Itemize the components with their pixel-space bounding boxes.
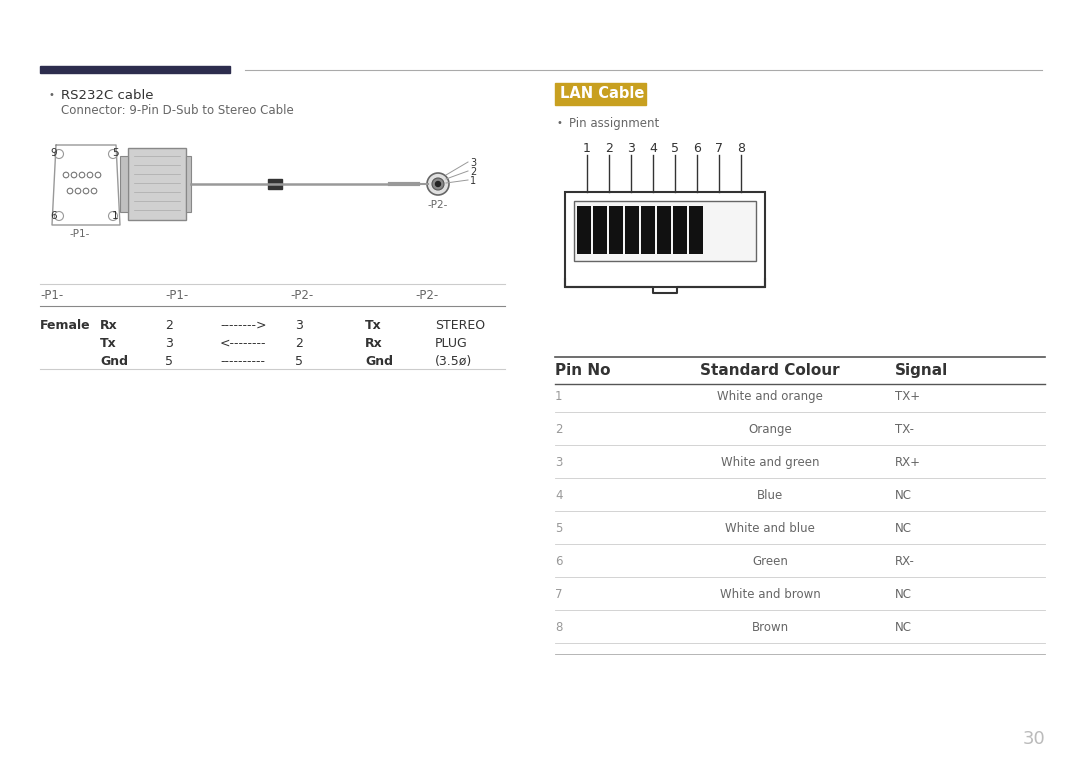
Text: 6: 6 <box>693 142 701 155</box>
Text: 1: 1 <box>112 211 119 221</box>
Text: Tx: Tx <box>365 319 381 332</box>
Text: NC: NC <box>895 489 912 502</box>
Text: -P1-: -P1- <box>165 289 188 302</box>
Text: 2: 2 <box>555 423 563 436</box>
Text: 7: 7 <box>715 142 723 155</box>
Text: -P1-: -P1- <box>70 229 91 239</box>
Circle shape <box>435 182 441 186</box>
Text: NC: NC <box>895 588 912 601</box>
Bar <box>689 206 703 254</box>
Text: -P2-: -P2- <box>291 289 313 302</box>
Text: 3: 3 <box>470 158 476 168</box>
Text: 2: 2 <box>470 167 476 177</box>
Bar <box>673 206 687 254</box>
Text: NC: NC <box>895 621 912 634</box>
Bar <box>129 148 186 220</box>
Text: 5: 5 <box>112 148 119 158</box>
Bar <box>625 206 639 254</box>
Text: Green: Green <box>752 555 788 568</box>
Circle shape <box>432 178 444 190</box>
Text: Signal: Signal <box>895 363 948 378</box>
Text: 1: 1 <box>470 176 476 186</box>
Text: 4: 4 <box>555 489 563 502</box>
Text: 3: 3 <box>627 142 635 155</box>
Text: 2: 2 <box>165 319 173 332</box>
Text: Gnd: Gnd <box>100 355 129 368</box>
Text: <--------: <-------- <box>220 337 267 350</box>
Text: -------->: --------> <box>220 319 267 332</box>
Text: -P1-: -P1- <box>40 289 64 302</box>
Text: RS232C cable: RS232C cable <box>60 89 153 102</box>
Bar <box>657 206 671 254</box>
Text: 4: 4 <box>649 142 657 155</box>
Text: STEREO: STEREO <box>435 319 485 332</box>
Text: Blue: Blue <box>757 489 783 502</box>
Text: 6: 6 <box>555 555 563 568</box>
Text: 1: 1 <box>555 390 563 403</box>
Text: 2: 2 <box>605 142 613 155</box>
Text: 8: 8 <box>737 142 745 155</box>
Text: Pin assignment: Pin assignment <box>569 117 659 130</box>
Text: 1: 1 <box>583 142 591 155</box>
Text: NC: NC <box>895 522 912 535</box>
Circle shape <box>427 173 449 195</box>
Text: Pin No: Pin No <box>555 363 610 378</box>
Bar <box>577 206 591 254</box>
Text: 2: 2 <box>295 337 302 350</box>
Text: •: • <box>48 90 54 100</box>
Text: Gnd: Gnd <box>365 355 393 368</box>
Text: 9: 9 <box>50 148 56 158</box>
Text: 5: 5 <box>555 522 563 535</box>
Text: Female: Female <box>40 319 91 332</box>
Text: Rx: Rx <box>100 319 118 332</box>
Text: -P2-: -P2- <box>428 200 448 210</box>
Text: LAN Cable: LAN Cable <box>561 86 645 101</box>
Bar <box>186 156 191 212</box>
Bar <box>565 192 765 287</box>
Text: White and brown: White and brown <box>719 588 821 601</box>
Text: 8: 8 <box>555 621 563 634</box>
Text: Brown: Brown <box>752 621 788 634</box>
Text: 3: 3 <box>165 337 173 350</box>
Text: White and green: White and green <box>720 456 820 469</box>
Text: 3: 3 <box>555 456 563 469</box>
Bar <box>642 206 654 254</box>
Text: Standard Colour: Standard Colour <box>700 363 839 378</box>
Text: (3.5ø): (3.5ø) <box>435 355 472 368</box>
Text: 5: 5 <box>671 142 679 155</box>
Bar <box>268 179 282 189</box>
Text: -P2-: -P2- <box>415 289 438 302</box>
Text: •: • <box>556 118 562 128</box>
Text: PLUG: PLUG <box>435 337 468 350</box>
Text: 3: 3 <box>295 319 302 332</box>
Text: 5: 5 <box>295 355 303 368</box>
Bar <box>40 66 230 73</box>
Text: TX-: TX- <box>895 423 914 436</box>
Bar <box>593 206 607 254</box>
Text: Connector: 9-Pin D-Sub to Stereo Cable: Connector: 9-Pin D-Sub to Stereo Cable <box>60 104 294 117</box>
Text: White and orange: White and orange <box>717 390 823 403</box>
Bar <box>120 156 129 212</box>
Text: 6: 6 <box>50 211 56 221</box>
Bar <box>573 201 756 261</box>
Text: 5: 5 <box>165 355 173 368</box>
Bar <box>609 206 623 254</box>
Bar <box>555 83 646 105</box>
Text: 7: 7 <box>555 588 563 601</box>
Text: Tx: Tx <box>100 337 117 350</box>
Text: ----------: ---------- <box>220 355 265 368</box>
Text: Rx: Rx <box>365 337 382 350</box>
Text: RX-: RX- <box>895 555 915 568</box>
Text: White and blue: White and blue <box>725 522 815 535</box>
Text: Orange: Orange <box>748 423 792 436</box>
Text: 30: 30 <box>1023 730 1045 748</box>
Text: TX+: TX+ <box>895 390 920 403</box>
Text: RX+: RX+ <box>895 456 921 469</box>
